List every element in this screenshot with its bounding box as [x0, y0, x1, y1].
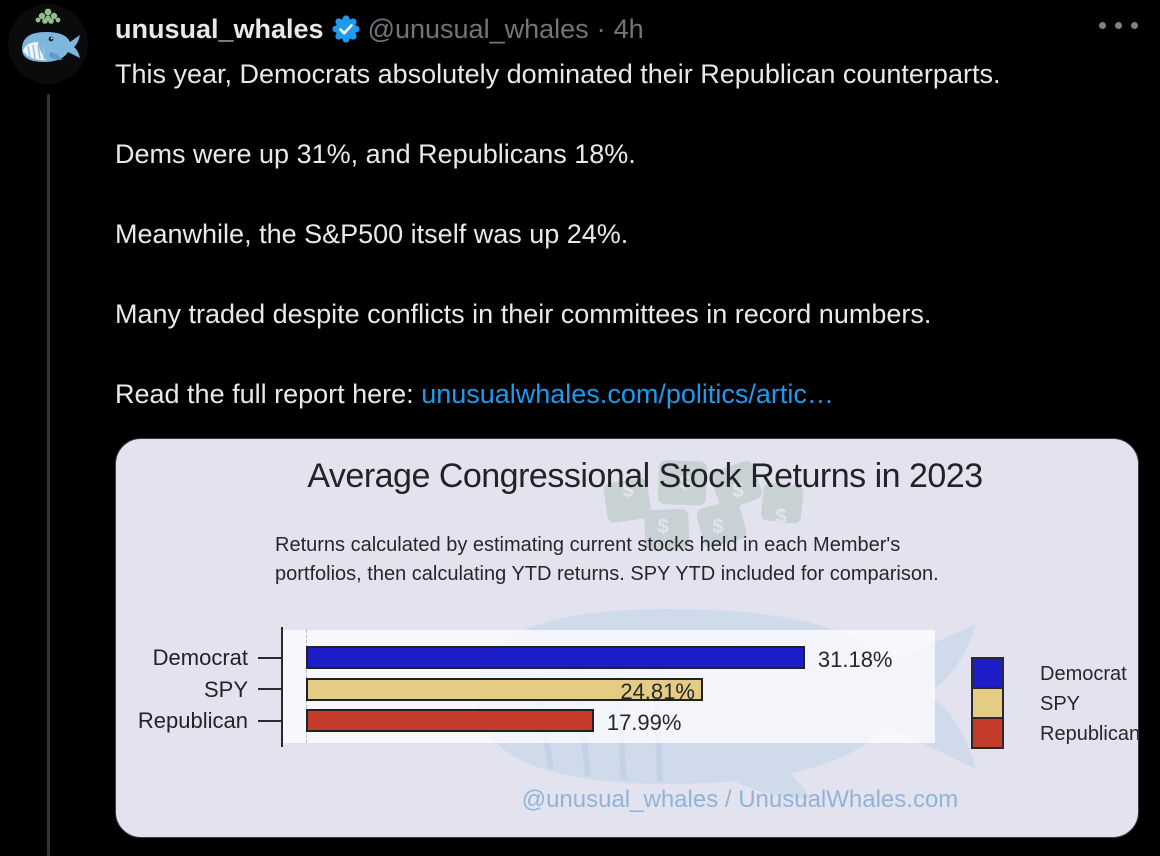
y-axis-label: Democrat	[152, 645, 248, 670]
y-axis-tick	[258, 719, 283, 722]
bar-chart: Democrat 31.18% SPY 24.81% Republican 17.99% …	[116, 627, 1139, 749]
legend-label: SPY	[1040, 693, 1081, 715]
y-axis-label: SPY	[203, 676, 248, 702]
chart-subtitle: Returns calculated by estimating current…	[275, 534, 939, 585]
article-link[interactable]: unusualwhales.com/politics/artic…	[421, 379, 834, 409]
legend-swatch-spy	[971, 687, 1004, 719]
value-label: 17.99%	[606, 710, 682, 735]
avatar[interactable]	[8, 4, 88, 84]
tweet-line: Meanwhile, the S&P500 itself was up 24%.	[115, 219, 629, 249]
more-dot-icon	[1115, 22, 1122, 29]
tweet-line: Many traded despite conflicts in their c…	[115, 299, 932, 329]
timestamp[interactable]: 4h	[613, 13, 644, 44]
verified-badge-icon	[331, 15, 360, 43]
legend-swatch-republican	[971, 717, 1004, 749]
value-label: 31.18%	[817, 647, 893, 672]
tweet-header: unusual_whales @unusual_whales · 4h	[115, 12, 1142, 46]
bar-democrat	[306, 646, 805, 669]
tweet-line: This year, Democrats absolutely dominate…	[115, 59, 1001, 89]
tweet-line: Read the full report here: unusualwhales…	[115, 377, 1142, 411]
legend-swatch-democrat	[971, 657, 1004, 689]
y-axis-line	[281, 627, 283, 747]
whale-logo-icon	[8, 4, 88, 84]
thread-line	[47, 94, 50, 856]
chart-title: Average Congressional Stock Returns in 2…	[307, 457, 983, 495]
tweet-line: Dems were up 31%, and Republicans 18%.	[115, 139, 636, 169]
separator-dot: ·	[596, 13, 606, 44]
y-axis-tick	[258, 688, 283, 690]
link-prefix: Read the full report here:	[115, 379, 422, 409]
value-label: 24.81%	[620, 678, 695, 704]
more-dot-icon	[1099, 22, 1106, 29]
more-dot-icon	[1131, 22, 1138, 29]
legend-label: Republican	[1040, 723, 1139, 745]
author-handle[interactable]: @unusual_whales	[367, 13, 589, 44]
author-name[interactable]: unusual_whales	[115, 13, 324, 44]
y-axis-label: Republican	[137, 708, 248, 733]
chart-watermark-text: @unusual_whales / UnusualWhales.com	[521, 786, 959, 813]
more-button[interactable]	[1095, 18, 1142, 33]
svg-text:$: $	[775, 506, 786, 528]
tweet-text: This year, Democrats absolutely dominate…	[115, 57, 1142, 411]
bar-republican	[306, 709, 594, 732]
chart-card[interactable]: $ $ $ $ $ $ Average Congres	[115, 438, 1139, 838]
bar-spy	[306, 677, 703, 701]
y-axis-tick	[258, 656, 283, 659]
legend-label: Democrat	[1040, 663, 1127, 685]
